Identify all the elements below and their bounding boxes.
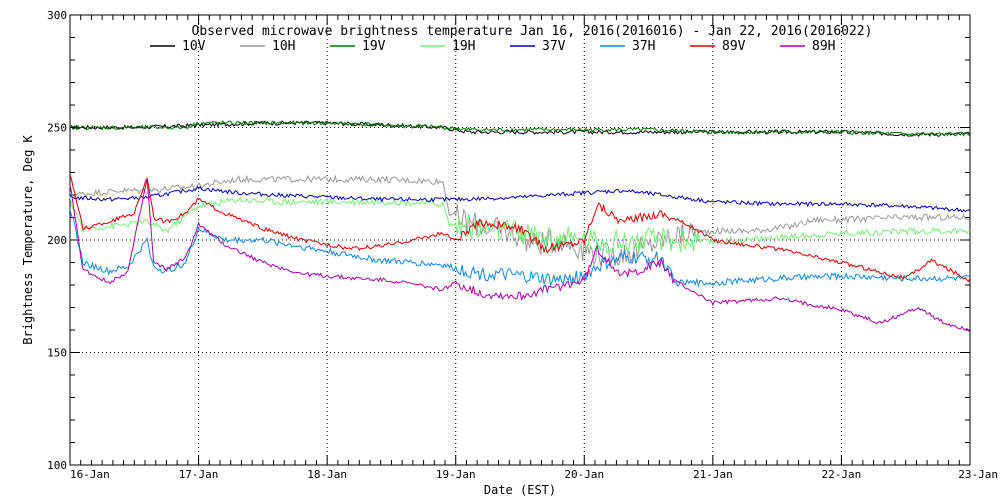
y-tick-label: 250 bbox=[47, 122, 67, 135]
series-line-89v bbox=[69, 174, 971, 283]
x-tick-label: 20-Jan bbox=[564, 468, 604, 481]
series-line-37h bbox=[69, 209, 971, 288]
y-tick-label: 300 bbox=[47, 9, 67, 22]
x-tick-label: 23-Jan bbox=[958, 468, 998, 481]
axis-ticks bbox=[69, 14, 971, 466]
series-line-89h bbox=[69, 178, 971, 332]
series-line-10h bbox=[69, 174, 971, 267]
y-axis-label: Brightness Temperature, Deg K bbox=[21, 134, 35, 344]
legend-label-37h: 37H bbox=[632, 39, 655, 54]
legend-label-37v: 37V bbox=[542, 39, 566, 54]
x-tick-label: 22-Jan bbox=[822, 468, 862, 481]
x-tick-label: 17-Jan bbox=[179, 468, 219, 481]
legend-label-10v: 10V bbox=[182, 39, 206, 54]
x-tick-label: 21-Jan bbox=[693, 468, 733, 481]
legend-label-19h: 19H bbox=[452, 39, 475, 54]
plot-area bbox=[69, 14, 971, 466]
chart-title: Observed microwave brightness temperatur… bbox=[192, 24, 873, 39]
x-tick-label: 18-Jan bbox=[307, 468, 347, 481]
series-line-19v bbox=[69, 120, 971, 137]
legend-label-19v: 19V bbox=[362, 39, 386, 54]
x-axis-label: Date (EST) bbox=[484, 483, 556, 497]
legend: 10V 10H 19V 19H 37V 37H 89V 89H bbox=[150, 39, 835, 54]
y-tick-label: 200 bbox=[47, 234, 67, 247]
legend-label-10h: 10H bbox=[272, 39, 295, 54]
series-line-37v bbox=[69, 185, 971, 213]
legend-label-89h: 89H bbox=[812, 39, 835, 54]
legend-label-89v: 89V bbox=[722, 39, 746, 54]
series-line-19h bbox=[69, 196, 971, 255]
x-tick-labels: 16-Jan 17-Jan 18-Jan 19-Jan 20-Jan 21-Jan 22-J… bbox=[70, 468, 998, 481]
x-tick-label: 16-Jan bbox=[70, 468, 110, 481]
y-tick-label: 100 bbox=[47, 459, 67, 472]
series-lines bbox=[69, 120, 971, 332]
y-tick-labels: 100 150 200 250 300 bbox=[47, 9, 67, 472]
x-tick-label: 19-Jan bbox=[436, 468, 476, 481]
y-tick-label: 150 bbox=[47, 347, 67, 360]
